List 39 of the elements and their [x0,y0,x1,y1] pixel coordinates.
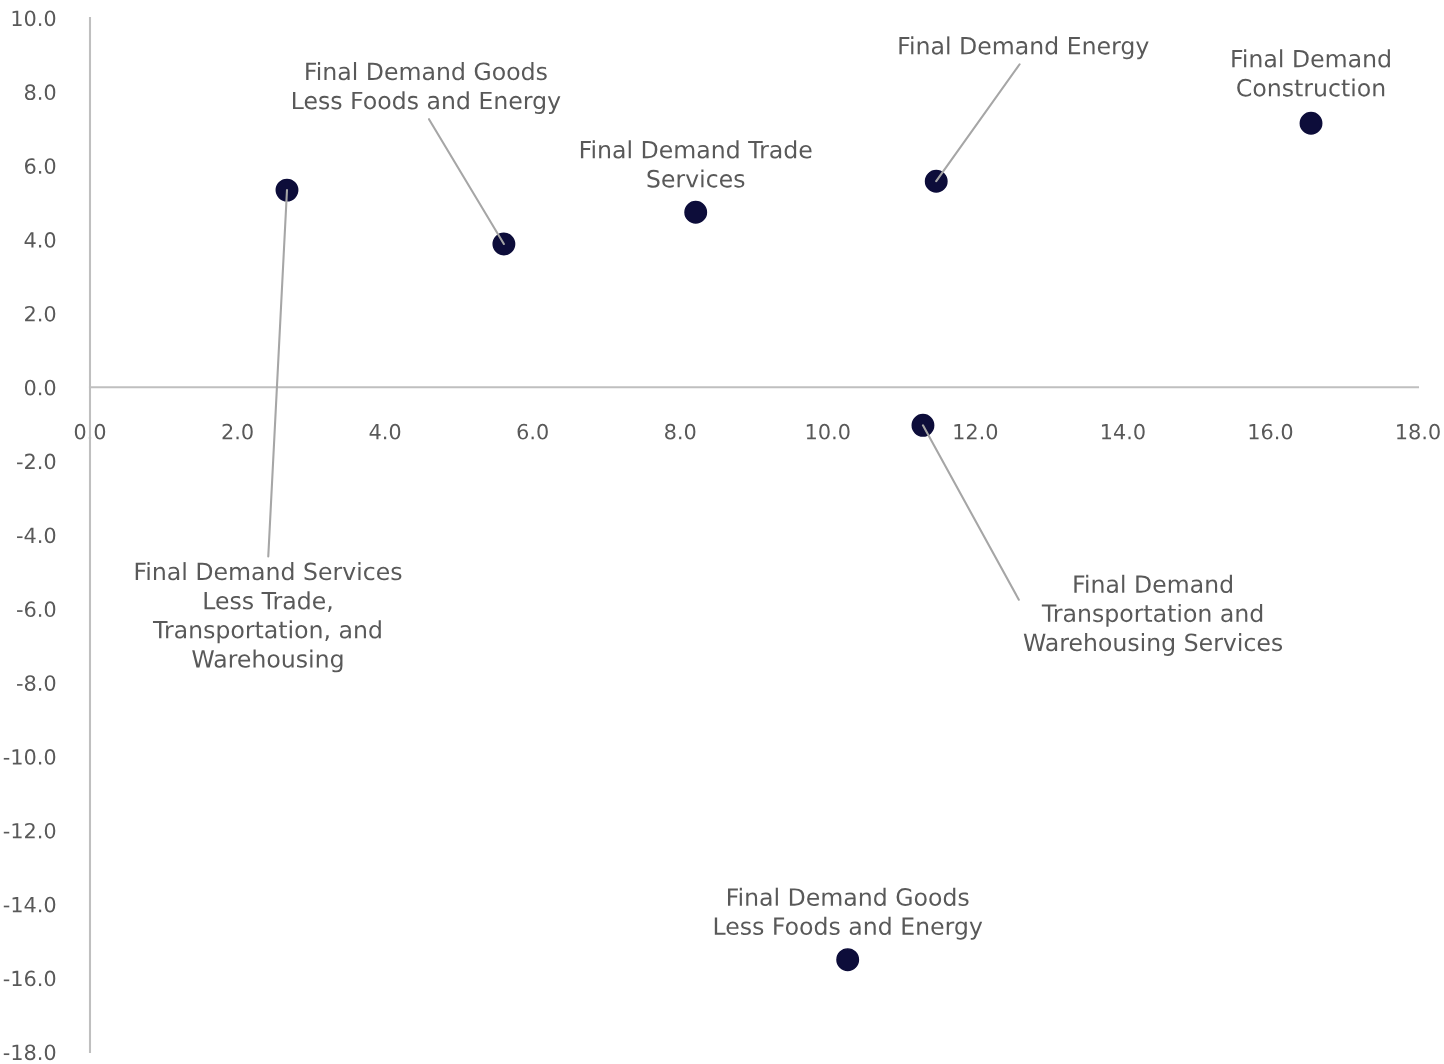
y-tick-label: -4.0 [17,527,56,544]
y-tick-label: -2.0 [17,453,56,470]
y-tick-label: 0.0 [24,379,56,396]
y-tick-label: -14.0 [3,896,56,913]
annotation: Final Demand Energy [899,36,1149,60]
y-tick-label: 6.0 [24,158,56,174]
y-tick-label: -8.0 [17,675,56,691]
x-tick-label: 6.0 [517,423,548,440]
point [1299,111,1323,135]
annotation: Final Demand Trade Services [580,140,812,188]
y-tick-label: 2.0 [25,305,56,322]
x-tick-label: 14.0 [1101,423,1145,440]
point [924,169,948,193]
x-tick-label: 12.0 [954,423,998,440]
y-tick-label: 10.0 [12,10,56,27]
x-tick-label: 10.0 [806,423,850,440]
x-tick-label: 8.0 [665,423,696,440]
y-tick-label: -6.0 [17,601,56,618]
x-tick-label: 0.0 [74,423,106,440]
point [684,200,708,224]
annotation: Final Demand Goods Less Foods and Energy [714,887,983,940]
y-tick-label: -10.0 [3,749,56,765]
annotation: Final Demand Transportation and Warehousing Services [1023,574,1283,656]
x-tick-label: 16.0 [1249,423,1293,440]
annotation: Final Demand Construction [1232,49,1390,97]
y-tick-label: -18.0 [3,1044,56,1061]
y-tick-label: 8.0 [24,84,56,101]
x-tick-label: 4.0 [369,423,401,440]
point [492,232,516,256]
point [911,413,935,437]
x-tick-label: 2.0 [222,423,253,440]
annotation: Final Demand Services Less Trade, Transportation, and Warehousing [135,562,402,673]
point [836,948,860,972]
point [275,178,299,202]
y-tick-label: -12.0 [3,822,56,839]
y-tick-label: 4.0 [24,232,56,248]
annotation: Final Demand Goods Less Foods and Energy [293,62,561,114]
x-tick-label: 18.0 [1397,423,1440,440]
y-tick-label: -16.0 [3,970,56,987]
